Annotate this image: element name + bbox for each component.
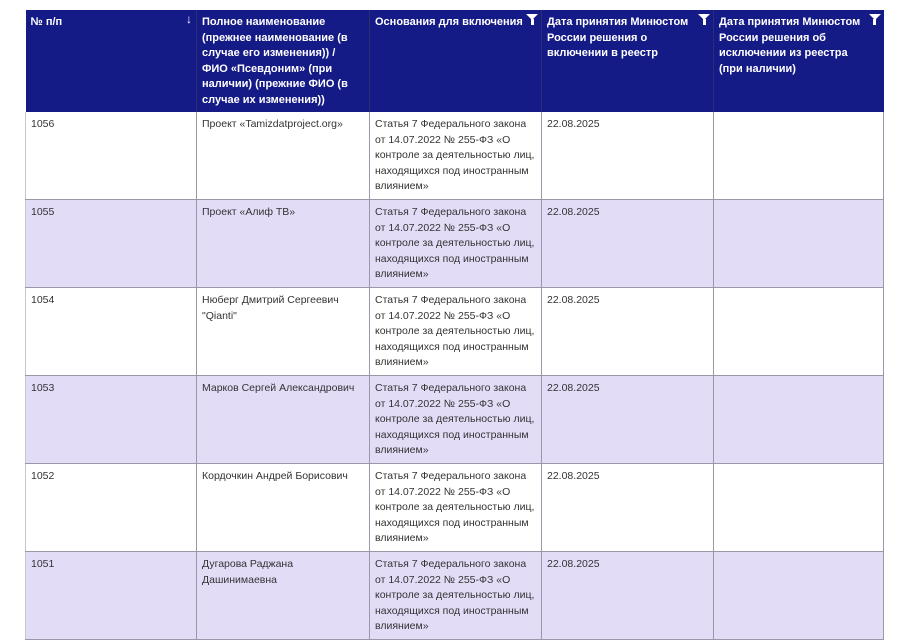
row-number: 1051 (25, 551, 197, 640)
row-date-included: 22.08.2025 (541, 287, 714, 376)
row-date-excluded (713, 375, 884, 464)
table-row: 1055 Проект «Алиф ТВ» Статья 7 Федеральног… (25, 199, 884, 288)
table-row: 1056 Проект «Tamizdatproject.org» Статья 7… (25, 112, 884, 200)
table-row: 1052 Кордочкин Андрей Борисович Статья 7 Ф… (25, 463, 884, 552)
row-name: Проект «Алиф ТВ» (196, 199, 370, 288)
row-name: Проект «Tamizdatproject.org» (196, 112, 370, 200)
row-basis: Статья 7 Федерального закона от 14.07.20… (369, 463, 542, 552)
column-header-date-excluded: Дата принятия Минюстом России решения об… (713, 10, 884, 112)
row-date-included: 22.08.2025 (541, 551, 714, 640)
row-date-excluded (713, 551, 884, 640)
filter-icon[interactable] (868, 14, 881, 25)
sort-down-arrow-icon[interactable]: ↓ (186, 12, 192, 26)
row-date-included: 22.08.2025 (541, 463, 714, 552)
row-basis: Статья 7 Федерального закона от 14.07.20… (369, 287, 542, 376)
row-basis: Статья 7 Федерального закона от 14.07.20… (369, 375, 542, 464)
row-name: Кордочкин Андрей Борисович (196, 463, 370, 552)
registry-table: № п/п ↓ Полное наименование (прежнее наим… (25, 10, 884, 640)
column-header-basis: Основания для включения (369, 10, 542, 112)
row-number: 1056 (25, 112, 197, 200)
row-date-included: 22.08.2025 (541, 112, 714, 200)
row-number: 1054 (25, 287, 197, 376)
header-row: № п/п ↓ Полное наименование (прежнее наим… (25, 10, 884, 112)
column-header-name: Полное наименование (прежнее наименовани… (196, 10, 370, 112)
table-row: 1051 Дугарова Раджана Дашинимаевна Статья … (25, 551, 884, 640)
row-date-excluded (713, 112, 884, 200)
row-basis: Статья 7 Федерального закона от 14.07.20… (369, 551, 542, 640)
table-row: 1054 Нюберг Дмитрий Сергеевич "Qianti" Ста… (25, 287, 884, 376)
row-date-excluded (713, 287, 884, 376)
row-date-included: 22.08.2025 (541, 199, 714, 288)
row-name: Дугарова Раджана Дашинимаевна (196, 551, 370, 640)
row-date-excluded (713, 199, 884, 288)
column-header-date-included: Дата принятия Минюстом России решения о … (541, 10, 714, 112)
row-number: 1052 (25, 463, 197, 552)
row-name: Марков Сергей Александрович (196, 375, 370, 464)
row-number: 1055 (25, 199, 197, 288)
filter-icon[interactable] (698, 14, 710, 25)
row-basis: Статья 7 Федерального закона от 14.07.20… (369, 199, 542, 288)
column-header-number[interactable]: № п/п ↓ (25, 10, 197, 112)
row-basis: Статья 7 Федерального закона от 14.07.20… (369, 112, 542, 200)
row-name: Нюберг Дмитрий Сергеевич "Qianti" (196, 287, 370, 376)
row-number: 1053 (25, 375, 197, 464)
row-date-included: 22.08.2025 (541, 375, 714, 464)
row-date-excluded (713, 463, 884, 552)
table-row: 1053 Марков Сергей Александрович Статья 7 … (25, 375, 884, 464)
filter-icon[interactable] (526, 14, 538, 25)
